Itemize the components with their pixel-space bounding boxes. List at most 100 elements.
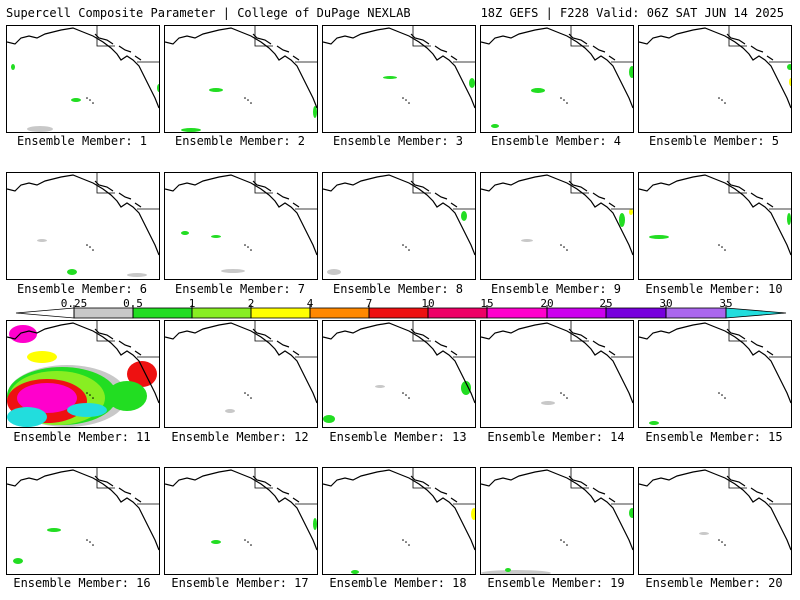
island-marker [718,392,720,394]
island-marker [250,397,252,399]
scp-contour-fill [521,239,533,242]
ensemble-map-panel [164,467,318,575]
island-marker [563,99,565,101]
color-scale-bar [15,305,787,319]
color-scale-segment [368,307,429,319]
scp-contour-fill [649,421,659,425]
island-marker [560,97,562,99]
island-marker [724,544,726,546]
island-marker [92,397,94,399]
political-border [570,26,633,63]
color-scale-tick-label: 2 [247,297,255,310]
scp-contour-fill [383,76,397,79]
island-marker [92,249,94,251]
color-scale-tick-label: 1 [188,297,196,310]
ensemble-member-label: Ensemble Member: 2 [174,134,306,148]
island-marker [566,249,568,251]
ensemble-map [481,468,633,574]
scp-contour-fill [461,211,467,221]
political-border [570,321,633,358]
coastline [7,27,159,109]
scp-contour-fill [541,401,555,405]
scp-contour-fill [375,385,385,388]
coastline [165,322,317,404]
ensemble-member-label: Ensemble Member: 12 [171,430,309,444]
scp-contour-fill [225,409,235,413]
ensemble-map [165,468,317,551]
color-scale-segment [725,307,787,319]
ensemble-map-panel [322,320,476,428]
island-marker [405,541,407,543]
ensemble-map [165,321,317,413]
island-marker [247,541,249,543]
scp-contour-fill [17,383,77,413]
ensemble-member-label: Ensemble Member: 1 [16,134,148,148]
color-scale-tick-label: 0.5 [123,297,143,310]
ensemble-map [481,321,633,405]
island-marker [89,99,91,101]
island-marker [724,397,726,399]
ensemble-map [323,321,475,423]
island-marker [247,394,249,396]
island-marker [244,244,246,246]
scp-contour-fill [461,381,471,395]
scp-contour-fill [47,528,61,532]
coastline [7,469,159,551]
scp-contour-fill [127,361,157,387]
island-marker [244,392,246,394]
color-scale-tick-label: 7 [365,297,373,310]
political-border [254,468,317,505]
island-marker [86,392,88,394]
ensemble-map-panel [480,25,634,133]
scp-contour-fill [209,88,223,92]
scp-contour-fill [27,126,53,132]
ensemble-member-label: Ensemble Member: 19 [487,576,625,590]
scp-contour-fill [789,78,791,86]
island-marker [402,539,404,541]
ensemble-map-panel [480,320,634,428]
ensemble-map [7,321,159,427]
ensemble-map-panel [322,25,476,133]
political-border [570,173,633,210]
scp-contour-fill [531,88,545,93]
scp-contour-fill [7,407,47,427]
ensemble-map [7,26,159,132]
run-info: 18Z GEFS | F228 Valid: 06Z SAT JUN 14 20… [480,6,784,20]
political-border [96,321,159,358]
coastline [165,27,317,109]
color-scale-segment [605,307,667,319]
scp-contour-fill [787,64,791,70]
scp-contour-fill [471,508,475,520]
island-marker [566,102,568,104]
ensemble-map-panel [322,172,476,280]
island-marker [247,99,249,101]
color-scale-segment [546,307,607,319]
island-marker [721,394,723,396]
coastline [481,469,633,551]
scp-contour-fill [787,213,791,225]
ensemble-member-label: Ensemble Member: 8 [332,282,464,296]
political-border [254,321,317,358]
ensemble-member-label: Ensemble Member: 5 [648,134,780,148]
color-scale-tick-label: 20 [540,297,554,310]
ensemble-map-panel [164,25,318,133]
island-marker [402,97,404,99]
ensemble-map-panel [322,467,476,575]
ensemble-member-label: Ensemble Member: 11 [13,430,151,444]
scp-contour-fill [699,532,709,535]
scp-contour-fill [181,128,201,132]
island-marker [718,97,720,99]
scp-contour-fill [619,213,625,227]
political-border [412,321,475,358]
ensemble-map [323,173,475,275]
coastline [639,27,791,109]
ensemble-map [639,173,791,256]
color-scale-tick-label: 15 [480,297,494,310]
scp-contour-fill [67,403,107,417]
scp-contour-fill [181,231,189,235]
color-scale-segment [191,307,252,319]
ensemble-member-label: Ensemble Member: 7 [174,282,306,296]
island-marker [89,394,91,396]
ensemble-map-panel [164,320,318,428]
scp-contour-fill [629,508,633,518]
